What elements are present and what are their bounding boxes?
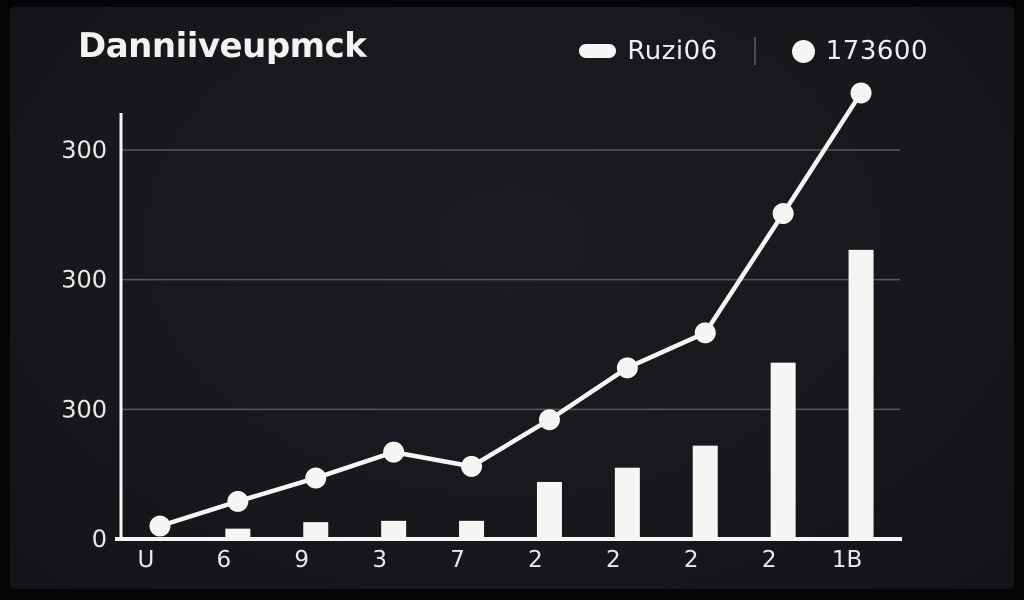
line-point (772, 203, 794, 225)
bar (770, 362, 796, 539)
legend-label: 173600 (825, 36, 928, 66)
line-point (616, 357, 638, 379)
line-series (159, 91, 863, 529)
bar (225, 528, 251, 539)
bar (692, 445, 718, 539)
bar (303, 522, 329, 539)
line-point (227, 490, 249, 512)
x-tick-label: 3 (372, 547, 387, 573)
x-tick-label: 2 (528, 547, 543, 573)
chart-legend: Ruzi06 173600 (579, 36, 928, 66)
line-series-swatch-icon (791, 39, 815, 63)
y-tick-label: 0 (92, 525, 107, 553)
bar (459, 520, 485, 539)
legend-item-line-series: 173600 (791, 36, 928, 66)
line-point (538, 409, 560, 431)
y-tick-label: 300 (61, 136, 107, 164)
bar-series-swatch-icon (579, 44, 617, 58)
y-tick-label: 300 (61, 266, 107, 294)
line-point (461, 455, 483, 477)
x-tick-label: 2 (606, 547, 621, 573)
line-point (305, 467, 327, 489)
legend-item-bar-series: Ruzi06 (579, 36, 717, 66)
chart-panel (10, 7, 1014, 589)
bar (536, 481, 562, 539)
x-tick-label: U (138, 547, 155, 573)
bar (848, 249, 874, 540)
y-tick-label: 300 (61, 395, 107, 423)
page-title: Danniiveupmck (78, 26, 367, 66)
legend-label: Ruzi06 (627, 36, 718, 66)
bar (381, 520, 407, 539)
x-tick-label: 7 (450, 547, 465, 573)
legend-divider (753, 37, 756, 65)
bar (614, 467, 640, 539)
line-point (383, 441, 405, 463)
x-tick-label: 2 (762, 547, 777, 573)
x-tick-label: 2 (684, 547, 699, 573)
line-point (694, 322, 716, 344)
x-tick-label: 1B (832, 547, 862, 573)
line-point (149, 515, 171, 537)
x-tick-label: 6 (217, 547, 232, 573)
line-point (850, 82, 872, 104)
x-tick-label: 9 (294, 547, 309, 573)
